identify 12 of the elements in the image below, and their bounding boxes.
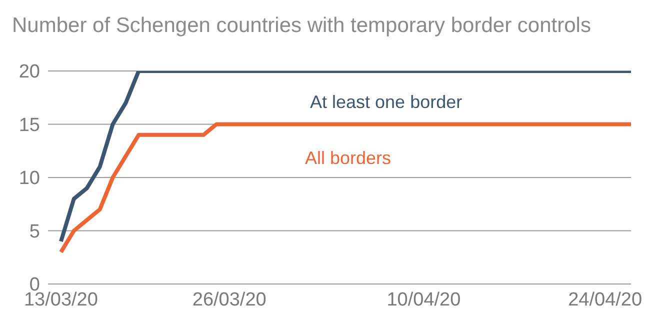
y-tick-label: 15 [18,114,40,136]
line-series [58,122,631,254]
line-series [58,71,631,244]
y-tick-label: 20 [18,62,40,83]
series-label: All borders [305,148,392,169]
chart-title: Number of Schengen countries with temporary border controls [12,14,591,38]
y-tick-label: 10 [18,168,40,190]
series-label: At least one border [310,92,462,113]
y-tick-label: 5 [29,221,40,242]
x-tick-label: 26/03/20 [192,289,266,310]
x-tick-label: 24/04/20 [568,289,642,310]
x-tick-label: 10/04/20 [386,289,461,310]
